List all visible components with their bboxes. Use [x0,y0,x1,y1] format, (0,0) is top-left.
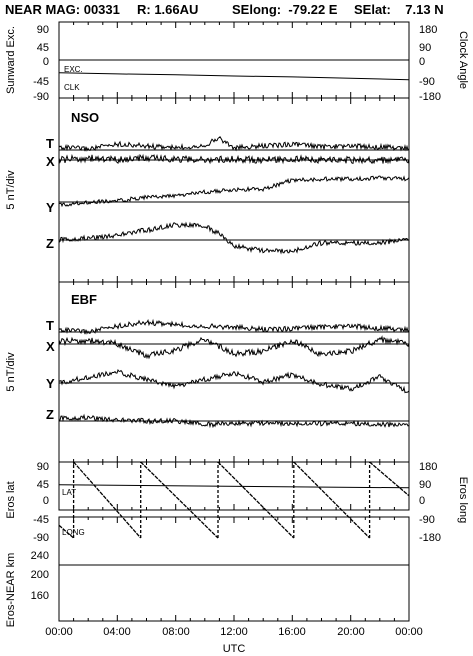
ebf-z-trace [58,413,410,429]
exc-left-tick: -45 [33,76,49,88]
exc-right-tick: 90 [419,42,431,54]
lat-series-label: LAT [62,488,76,497]
header-selat: SElat: 7.13 N [354,2,444,17]
exc-left-tick: -90 [33,91,49,103]
nso-panel-title: NSO [71,110,99,125]
x-tick-label: 00:00 [395,626,423,638]
lat-series-line [58,484,410,489]
nso-y-trace [58,175,410,208]
long-series-segment [369,461,410,497]
ebf-label-y: Y [46,376,55,391]
ebf-x-trace [58,335,410,360]
dist-left-tick: 200 [31,569,49,581]
eros-right-tick: 90 [419,479,431,491]
nso-component-labels: T X Y Z [46,136,55,251]
exc-right-tick: 180 [419,24,437,36]
nso-label-x: X [46,154,55,169]
nso-series-group [58,136,410,255]
exc-left-axis-label: Sunward Exc. [5,26,17,94]
exc-left-tick: 90 [37,24,49,36]
dist-left-tick: 160 [31,590,49,602]
nso-y-axis-label: 5 nT/div [5,170,17,210]
eros-left-tick: -45 [33,514,49,526]
long-series-segment [140,461,219,539]
x-tick-label: 00:00 [45,626,73,638]
nso-label-y: Y [46,200,55,215]
exc-series-group [58,59,410,81]
eros-right-tick: 180 [419,461,437,473]
x-axis-ticks: 00:00 04:00 08:00 12:00 16:00 20:00 00:0… [45,626,423,638]
exc-left-tick: 45 [37,42,49,54]
x-tick-label: 20:00 [337,626,365,638]
eros-right-tick: -90 [419,514,435,526]
long-series-segment [293,461,371,539]
long-series-segment [73,461,142,539]
clk-series-line [58,72,410,81]
eros-left-axis-label: Eros lat [5,481,17,518]
ebf-component-labels: T X Y Z [46,318,55,422]
ebf-t-trace [58,318,410,335]
nso-z-trace [58,221,410,255]
x-tick-label: 16:00 [278,626,306,638]
x-tick-label: 12:00 [220,626,248,638]
header-selong: SElong: -79.22 E [232,2,338,17]
dist-y-axis-label: Eros-NEAR km [5,553,17,628]
header-radius: R: 1.66AU [137,2,198,17]
exc-series-label: EXC. [64,65,83,74]
dist-left-ticks: 240 200 160 [31,550,49,602]
x-axis-label: UTC [223,643,246,655]
long-series-segment [217,461,295,539]
exc-right-tick: -180 [419,91,441,103]
nso-panel-frame [58,97,410,283]
eros-right-tick: -180 [419,532,441,544]
nso-label-z: Z [46,236,54,251]
exc-right-tick: 0 [419,56,425,68]
dist-left-tick: 240 [31,550,49,562]
eros-right-axis-label: Eros long [457,477,469,523]
exc-right-tick: -90 [419,76,435,88]
eros-left-tick: 0 [43,495,49,507]
ebf-y-trace [58,368,410,394]
long-series-segment [58,524,75,539]
ebf-label-z: Z [46,407,54,422]
eros-right-tick: 0 [419,495,425,507]
eros-series-group [58,461,410,539]
eros-right-ticks: 180 90 0 -90 -180 [419,461,441,544]
x-tick-label: 04:00 [103,626,131,638]
ebf-series-group [58,318,410,429]
exc-right-axis-label: Clock Angle [457,31,469,89]
ebf-label-t: T [46,318,54,333]
eros-left-tick: 90 [37,461,49,473]
distance-panel-frame [58,516,410,622]
eros-left-ticks: 90 45 0 -45 -90 [33,461,49,544]
exc-left-ticks: 90 45 0 -45 -90 [33,24,49,103]
ebf-y-axis-label: 5 nT/div [5,352,17,392]
exc-right-ticks: 180 90 0 -90 -180 [419,24,441,103]
eros-left-tick: -90 [33,532,49,544]
exc-left-tick: 0 [43,56,49,68]
eros-left-tick: 45 [37,479,49,491]
nso-label-t: T [46,136,54,151]
x-tick-label: 08:00 [162,626,190,638]
clk-series-label: CLK [64,83,80,92]
header-mission: NEAR MAG: 00331 [5,2,120,17]
nso-x-trace [58,153,410,165]
nso-t-trace [58,136,410,152]
ebf-label-x: X [46,339,55,354]
ebf-panel-title: EBF [71,292,97,307]
